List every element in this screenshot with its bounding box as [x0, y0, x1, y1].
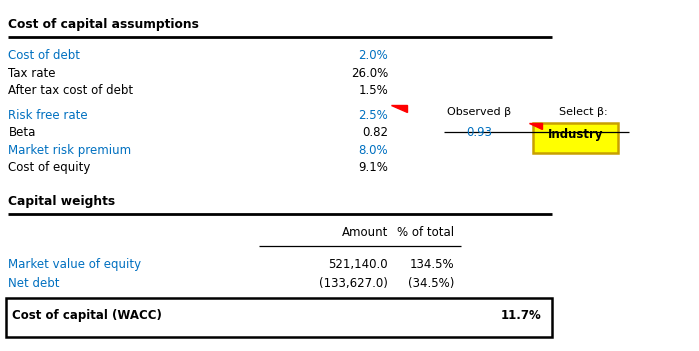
Text: After tax cost of debt: After tax cost of debt — [8, 84, 134, 97]
Polygon shape — [529, 123, 542, 129]
Text: Amount: Amount — [342, 226, 388, 239]
Text: Net debt: Net debt — [8, 277, 60, 290]
Text: Cost of debt: Cost of debt — [8, 49, 80, 62]
Text: 0.93: 0.93 — [466, 126, 492, 139]
Text: Market risk premium: Market risk premium — [8, 144, 131, 157]
Text: Cost of capital (WACC): Cost of capital (WACC) — [12, 309, 161, 322]
Text: 26.0%: 26.0% — [351, 67, 388, 80]
Text: Observed β: Observed β — [447, 107, 511, 117]
Text: % of total: % of total — [397, 226, 454, 239]
Text: Select β:: Select β: — [559, 107, 608, 117]
FancyBboxPatch shape — [533, 123, 618, 153]
Text: Cost of capital assumptions: Cost of capital assumptions — [8, 18, 199, 31]
FancyBboxPatch shape — [6, 298, 552, 337]
Text: 2.0%: 2.0% — [358, 49, 388, 62]
Text: Cost of equity: Cost of equity — [8, 161, 91, 174]
Text: 1.5%: 1.5% — [358, 84, 388, 97]
Text: 134.5%: 134.5% — [410, 258, 454, 271]
Text: Beta: Beta — [8, 126, 36, 139]
Text: Risk free rate: Risk free rate — [8, 109, 88, 122]
Text: Market value of equity: Market value of equity — [8, 258, 141, 271]
Text: 0.82: 0.82 — [362, 126, 388, 139]
Polygon shape — [391, 105, 407, 112]
Text: 8.0%: 8.0% — [359, 144, 388, 157]
Text: Capital weights: Capital weights — [8, 195, 115, 208]
Text: 2.5%: 2.5% — [358, 109, 388, 122]
Text: 9.1%: 9.1% — [358, 161, 388, 174]
Text: (133,627.0): (133,627.0) — [319, 277, 388, 290]
Text: 11.7%: 11.7% — [501, 309, 542, 322]
Text: 521,140.0: 521,140.0 — [329, 258, 388, 271]
Text: (34.5%): (34.5%) — [408, 277, 454, 290]
Text: Tax rate: Tax rate — [8, 67, 56, 80]
Text: Industry: Industry — [547, 128, 603, 141]
